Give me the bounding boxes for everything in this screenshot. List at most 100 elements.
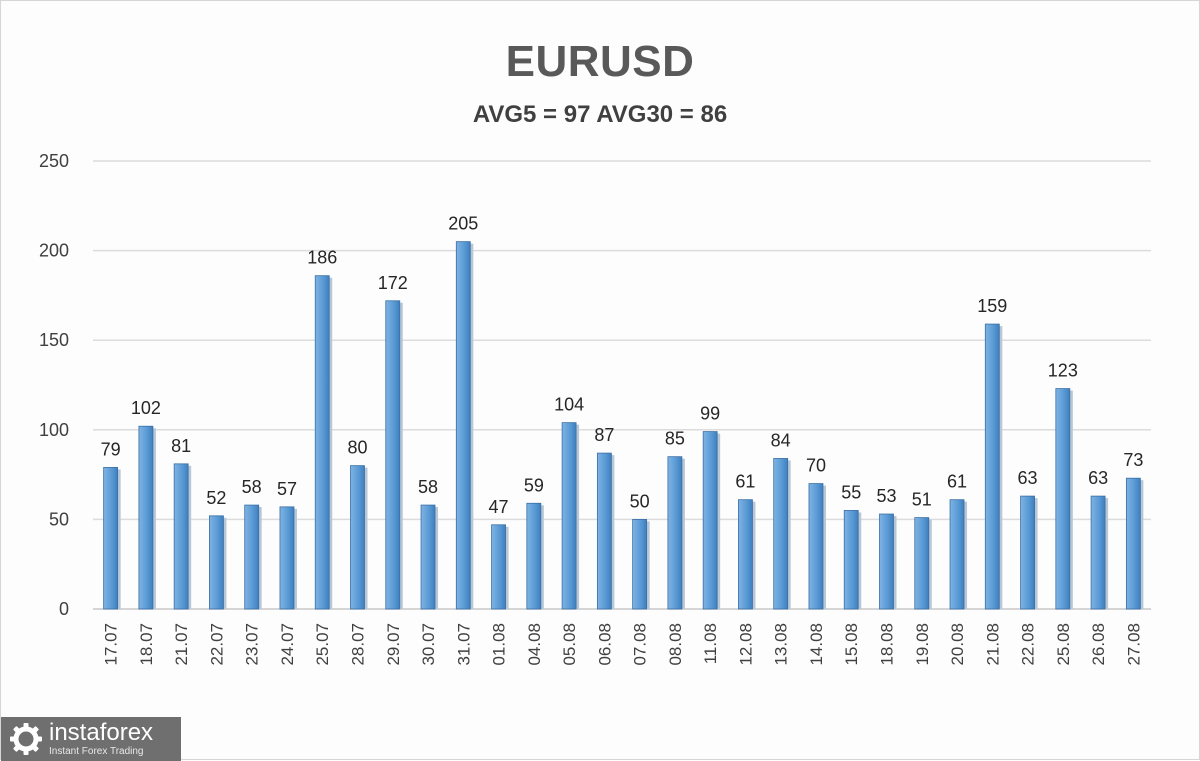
logo-tagline-text: Instant Forex Trading	[49, 746, 144, 757]
data-label: 50	[630, 491, 650, 511]
bar	[491, 524, 506, 610]
data-label: 79	[101, 439, 121, 459]
data-label: 61	[735, 472, 755, 492]
bar	[879, 513, 894, 610]
bar	[350, 465, 365, 610]
bar	[632, 519, 648, 610]
data-label: 102	[131, 398, 161, 418]
bar	[1125, 477, 1141, 610]
data-label: 70	[806, 456, 826, 476]
bar	[526, 502, 542, 610]
bar	[808, 483, 824, 610]
logo-brand-text: instaforex	[49, 719, 154, 746]
data-label: 80	[347, 438, 367, 458]
data-label: 58	[242, 477, 262, 497]
chart-subtitle: AVG5 = 97 AVG30 = 86	[472, 101, 728, 128]
x-tick-label: 22.08	[1019, 623, 1038, 666]
x-tick-label: 29.07	[384, 623, 403, 666]
x-tick-label: 26.08	[1089, 623, 1108, 666]
bars	[103, 241, 1144, 610]
x-tick-label: 25.07	[313, 623, 332, 666]
data-label: 51	[912, 490, 932, 510]
data-label: 81	[171, 436, 191, 456]
x-tick-label: 14.08	[807, 623, 826, 666]
bar	[843, 510, 859, 610]
x-tick-label: 12.08	[736, 623, 755, 666]
x-tick-label: 06.08	[595, 623, 614, 666]
data-label: 52	[206, 488, 226, 508]
y-tick-label: 200	[39, 241, 69, 261]
x-tick-label: 19.08	[913, 623, 932, 666]
bar	[455, 241, 471, 610]
bar	[1090, 495, 1106, 610]
x-tick-label: 18.08	[878, 623, 897, 666]
y-tick-label: 0	[59, 599, 69, 619]
data-label: 104	[554, 395, 584, 415]
x-tick-label: 24.07	[278, 623, 297, 666]
data-label: 73	[1123, 450, 1143, 470]
bar	[949, 499, 965, 610]
x-tick-label: 07.08	[631, 623, 650, 666]
bar	[209, 515, 224, 610]
data-label: 59	[524, 475, 544, 495]
x-tick-label: 11.08	[701, 623, 720, 664]
data-label: 57	[277, 479, 297, 499]
data-labels: 79 102 81 52 58 57 186 80 172 58 205 47 59 104 87 50 85 9…	[101, 214, 1144, 517]
data-label: 61	[947, 472, 967, 492]
x-tick-label: 08.08	[666, 623, 685, 666]
bar	[984, 323, 1000, 610]
bar	[244, 504, 260, 610]
bar	[138, 425, 154, 610]
bar	[773, 458, 789, 610]
bar	[279, 506, 295, 610]
bar	[385, 300, 401, 610]
x-tick-label: 21.07	[172, 623, 191, 666]
bar	[596, 452, 612, 610]
x-tick-label: 04.08	[525, 623, 544, 666]
bar	[314, 275, 330, 610]
x-tick-label: 27.08	[1124, 623, 1143, 666]
data-label: 186	[307, 248, 337, 268]
x-tick-label: 28.07	[349, 623, 368, 666]
data-label: 47	[489, 497, 509, 517]
y-tick-label: 100	[39, 420, 69, 440]
x-tick-label: 25.08	[1054, 623, 1073, 666]
data-label: 87	[594, 425, 614, 445]
bar	[914, 517, 930, 610]
y-tick-label: 250	[39, 151, 69, 171]
x-axis: 17.07 18.07 21.07 22.07 23.07 24.07 25.07 28.07…	[102, 623, 1144, 666]
data-label: 159	[977, 296, 1007, 316]
x-tick-label: 05.08	[560, 623, 579, 666]
x-tick-label: 01.08	[490, 623, 509, 666]
chart-title: EURUSD	[505, 37, 695, 86]
data-label: 53	[876, 486, 896, 506]
bar-chart: 0 50 100 150 200 250 79 102 81 52 58 57 186 80 172 58 2…	[39, 151, 1151, 666]
gridlines	[93, 160, 1151, 610]
y-axis: 0 50 100 150 200 250	[39, 151, 69, 619]
data-label: 85	[665, 429, 685, 449]
x-tick-label: 30.07	[419, 623, 438, 666]
bar	[738, 499, 753, 610]
x-tick-label: 18.07	[137, 623, 156, 666]
data-label: 55	[841, 482, 861, 502]
data-label: 63	[1088, 468, 1108, 488]
bar	[702, 431, 718, 610]
bar	[103, 467, 119, 610]
data-label: 172	[378, 273, 408, 293]
data-label: 63	[1018, 468, 1038, 488]
data-label: 205	[448, 214, 478, 234]
x-tick-label: 15.08	[842, 623, 861, 666]
x-tick-label: 22.07	[207, 623, 226, 666]
data-label: 58	[418, 477, 438, 497]
x-tick-label: 20.08	[948, 623, 967, 666]
bar	[1055, 388, 1071, 610]
instaforex-logo: instaforex Instant Forex Trading	[1, 717, 181, 761]
x-tick-label: 13.08	[772, 623, 791, 666]
bar	[667, 456, 683, 610]
x-tick-label: 23.07	[243, 623, 262, 666]
data-label: 123	[1048, 361, 1078, 381]
x-tick-label: 31.07	[454, 623, 473, 666]
x-tick-label: 21.08	[983, 623, 1002, 666]
data-label: 99	[700, 404, 720, 424]
